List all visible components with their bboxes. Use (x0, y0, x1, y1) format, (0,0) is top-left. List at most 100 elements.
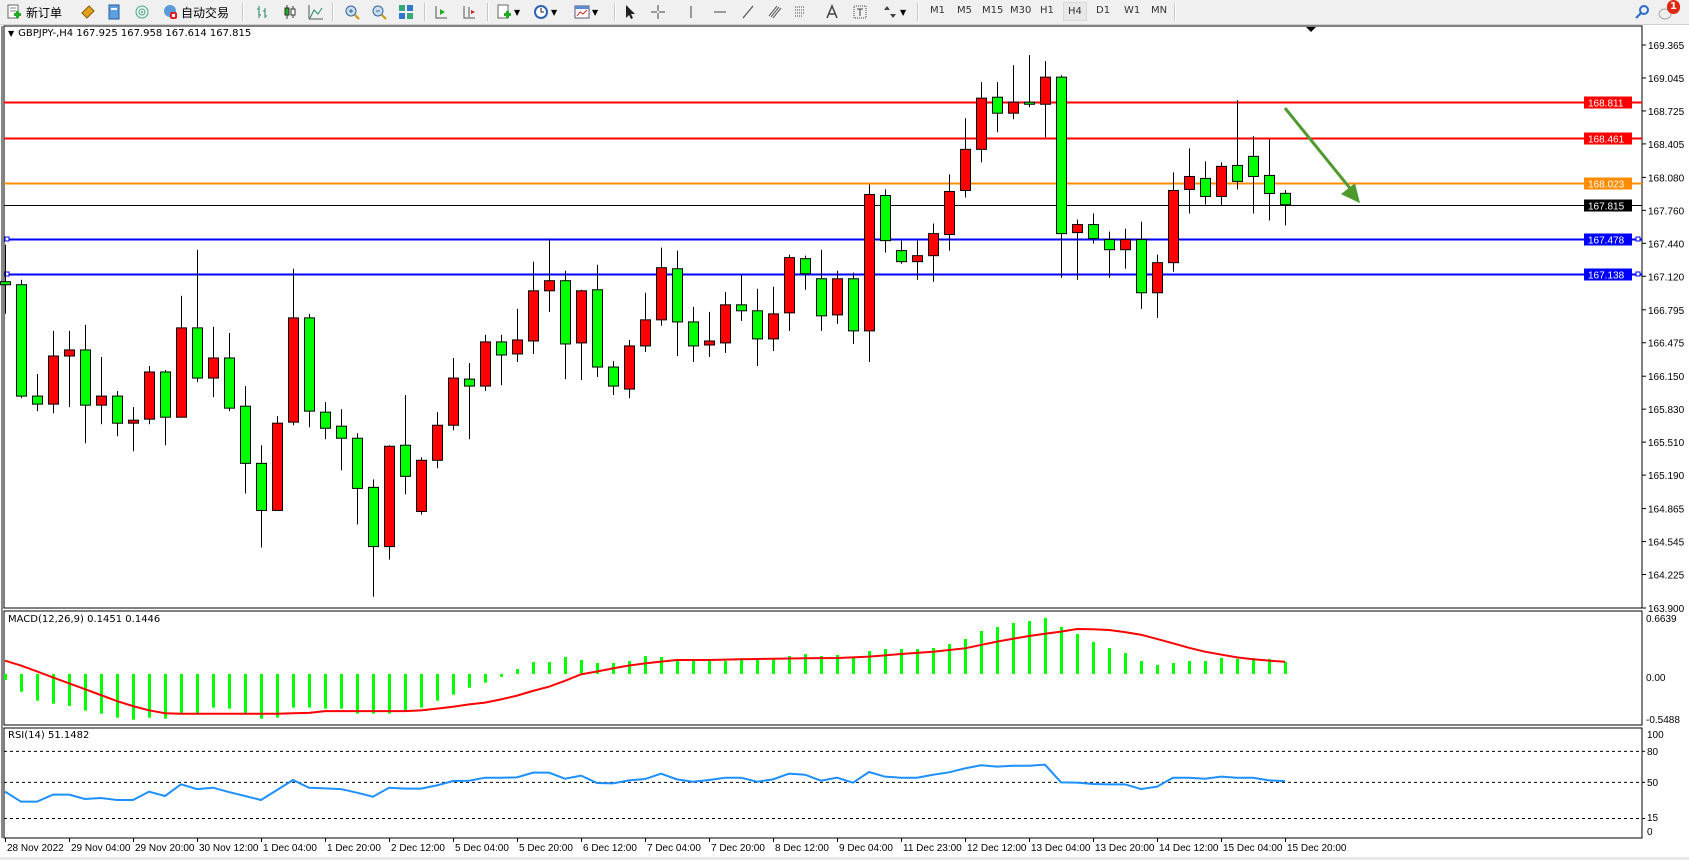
collapse-triangle-icon[interactable]: ▼ (8, 29, 15, 38)
crosshair-icon[interactable] (650, 2, 666, 22)
rsi-axis-label: 15 (1647, 813, 1659, 824)
candle-body (768, 313, 779, 340)
candle-body (272, 422, 283, 511)
time-axis-label: 12 Dec 12:00 (967, 843, 1027, 854)
timeframe-w1[interactable]: W1 (1124, 5, 1141, 16)
candle-body (336, 425, 347, 439)
candle-body (928, 233, 939, 257)
candle-body (80, 349, 91, 406)
candle-body (48, 355, 59, 405)
chart-shift-icon[interactable] (461, 2, 477, 22)
candle-body (480, 341, 491, 387)
tile-windows-icon[interactable] (398, 2, 414, 22)
timeframe-h4[interactable]: H4 (1063, 2, 1087, 21)
candle (1248, 136, 1259, 214)
price-axis-label: 167.440 (1648, 239, 1685, 250)
timeframe-m30[interactable]: M30 (1010, 5, 1032, 16)
signal-icon[interactable] (134, 2, 150, 22)
line-handle[interactable] (1635, 236, 1641, 242)
notifications-button[interactable]: 1 (1658, 0, 1684, 22)
notification-badge: 1 (1667, 0, 1680, 14)
metaeditor-icon[interactable] (80, 2, 96, 22)
candle (560, 270, 571, 380)
price-axis-label: 164.545 (1648, 538, 1685, 549)
candle-body (1152, 262, 1163, 294)
macd-histogram-bar (788, 656, 791, 674)
timeframe-m1[interactable]: M1 (930, 5, 945, 16)
price-axis-label: 166.795 (1648, 306, 1685, 317)
candle-body (1280, 192, 1291, 206)
candle (208, 326, 219, 398)
zoom-in-icon[interactable] (344, 2, 360, 22)
equidistant-channel-icon[interactable] (768, 2, 784, 22)
time-axis-label: 13 Dec 20:00 (1095, 843, 1155, 854)
zoom-out-icon[interactable] (371, 2, 387, 22)
periods-button[interactable]: ▼ (533, 2, 557, 22)
line-chart-icon[interactable] (308, 2, 324, 22)
cursor-icon[interactable] (622, 2, 638, 22)
candle-body (32, 395, 43, 405)
candle (608, 360, 619, 396)
auto-trading-button[interactable]: 自动交易 (162, 2, 229, 22)
macd-histogram-bar (68, 674, 71, 707)
timeframe-d1[interactable]: D1 (1096, 5, 1111, 16)
candle-body (1248, 155, 1259, 177)
macd-histogram-bar (708, 660, 711, 674)
candle-body (192, 327, 203, 379)
candle (816, 249, 827, 331)
macd-histogram-bar (948, 644, 951, 674)
candle (368, 479, 379, 597)
down-arrow-head-icon[interactable] (1341, 183, 1360, 204)
indicators-button[interactable]: ▼ (496, 2, 520, 22)
macd-signal-line (4, 627, 1286, 715)
new-order-button[interactable]: 新订单 (6, 2, 62, 22)
market-watch-icon[interactable] (106, 2, 122, 22)
macd-histogram-bar (580, 659, 583, 674)
trendline-icon[interactable] (740, 2, 756, 22)
text-label-icon[interactable] (852, 2, 868, 22)
price-axis-label: 166.150 (1648, 372, 1685, 383)
line-handle[interactable] (4, 236, 10, 242)
timeframe-h1[interactable]: H1 (1040, 5, 1054, 16)
candle (848, 272, 859, 344)
down-arrow-shaft[interactable] (1283, 107, 1356, 195)
chevron-down-icon: ▼ (900, 7, 907, 17)
toolbar-separator (614, 3, 616, 21)
candle (1024, 55, 1035, 108)
macd-histogram-bar (292, 674, 295, 708)
price-label-box (1584, 268, 1632, 281)
macd-histogram-bar (420, 674, 423, 708)
macd-histogram-bar (132, 674, 135, 720)
new-order-icon (6, 4, 22, 20)
candle (768, 286, 779, 351)
macd-histogram-bar (500, 674, 503, 677)
vertical-line-icon[interactable] (683, 2, 699, 22)
timeframe-m15[interactable]: M15 (982, 5, 1004, 16)
candle (352, 433, 363, 525)
candle (176, 295, 187, 418)
timeframe-m5[interactable]: M5 (957, 5, 972, 16)
auto-scroll-icon[interactable] (433, 2, 449, 22)
price-axis-label: 168.725 (1648, 107, 1685, 118)
line-handle[interactable] (1635, 271, 1641, 277)
candle-body (896, 250, 907, 263)
text-icon[interactable] (824, 2, 840, 22)
candle-body (1040, 76, 1051, 105)
candle-body (432, 424, 443, 461)
macd-histogram-bar (772, 658, 775, 674)
main-chart-frame (3, 25, 1643, 609)
candlestick-chart-icon[interactable] (282, 2, 298, 22)
fibonacci-icon[interactable] (793, 2, 809, 22)
time-axis-label: 7 Dec 04:00 (647, 843, 701, 854)
bar-chart-icon[interactable] (254, 2, 270, 22)
arrows-button[interactable]: ▼ (882, 2, 906, 22)
search-icon[interactable] (1634, 2, 1650, 22)
chart-shift-marker-icon[interactable] (1306, 27, 1316, 32)
candle (528, 261, 539, 354)
templates-button[interactable]: ▼ (574, 2, 598, 22)
timeframe-mn[interactable]: MN (1151, 5, 1168, 16)
candle-body (384, 445, 395, 548)
horizontal-line-icon[interactable] (712, 2, 728, 22)
macd-histogram-bar (36, 674, 39, 701)
